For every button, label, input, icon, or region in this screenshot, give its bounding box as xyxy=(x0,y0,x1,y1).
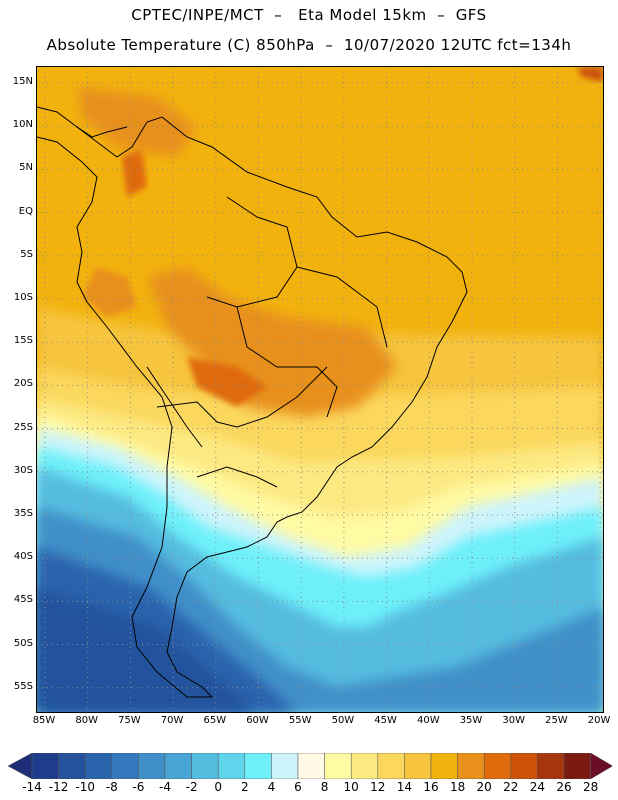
latitude-label: 15S xyxy=(13,335,33,347)
latitude-label: 45S xyxy=(13,594,33,606)
longitude-label: 50W xyxy=(331,715,355,726)
colorbar-tick-label: 18 xyxy=(449,780,466,794)
latitude-label: 15N xyxy=(12,76,33,87)
latitude-label: 5N xyxy=(19,162,33,174)
colorbar-swatch xyxy=(457,753,485,779)
colorbar-swatch xyxy=(563,753,591,779)
chart-title-line-1: CPTEC/INPE/MCT – Eta Model 15km – GFS xyxy=(131,6,487,24)
longitude-label: 60W xyxy=(246,715,269,726)
latitude-label: 30S xyxy=(13,464,33,476)
colorbar-tick-label: -4 xyxy=(159,780,171,794)
colorbar-tick-label: -8 xyxy=(105,780,118,794)
colorbar-swatch xyxy=(164,753,192,779)
colorbar-tick-label: 8 xyxy=(320,780,329,794)
chart-title-line-2: Absolute Temperature (C) 850hPa – 10/07/… xyxy=(46,36,572,54)
longitude-label: 40W xyxy=(416,715,440,726)
latitude-label: 55S xyxy=(13,680,33,692)
longitude-label: 45W xyxy=(374,715,397,726)
colorbar-swatch xyxy=(297,753,325,779)
colorbar-tick-label: -14 xyxy=(22,780,42,794)
colorbar-swatch xyxy=(483,753,512,779)
colorbar-swatch xyxy=(430,753,458,779)
longitude-label: 55W xyxy=(288,715,312,726)
colorbar-swatch xyxy=(377,753,405,779)
colorbar-tick-label: 16 xyxy=(423,780,439,794)
colorbar-underflow-triangle xyxy=(8,753,33,779)
colorbar-tick-label: 20 xyxy=(476,780,492,794)
colorbar-tick-label: 26 xyxy=(556,780,572,794)
latitude-label: 25S xyxy=(13,421,33,433)
colorbar-tick-label: 10 xyxy=(343,780,359,794)
colorbar-swatch xyxy=(324,753,352,779)
colorbar-tick-label: 22 xyxy=(503,780,519,794)
longitude-label: 75W xyxy=(118,715,141,726)
latitude-label: 35S xyxy=(13,508,33,519)
longitude-label: 65W xyxy=(203,715,227,726)
colorbar-tick-label: 12 xyxy=(370,780,386,794)
colorbar-swatch xyxy=(404,753,432,779)
longitude-label: 30W xyxy=(502,715,525,726)
colorbar-tick-label: 28 xyxy=(582,780,599,794)
colorbar-swatch xyxy=(84,753,113,779)
longitude-label: 35W xyxy=(459,715,483,726)
colorbar-swatch xyxy=(537,753,565,779)
colorbar-tick-label: 4 xyxy=(267,780,276,794)
colorbar-tick-label: 2 xyxy=(240,780,249,794)
latitude-label: 50S xyxy=(13,637,33,649)
colorbar-tick-label: -12 xyxy=(48,780,69,794)
temperature-field xyxy=(37,67,603,712)
color-scale-bar xyxy=(8,753,612,779)
colorbar-tick-label: 14 xyxy=(396,780,413,794)
colorbar-tick-label: -6 xyxy=(132,780,145,794)
latitude-label: 10S xyxy=(13,292,33,303)
latitude-label: 20S xyxy=(13,378,33,390)
colorbar-tick-label: 0 xyxy=(214,780,222,794)
coastline-outline xyxy=(37,106,468,698)
colorbar-swatch xyxy=(111,753,139,779)
temperature-map xyxy=(36,66,604,713)
colorbar-tick-label: -2 xyxy=(185,780,198,794)
colorbar-swatch xyxy=(138,753,166,779)
colorbar-swatch xyxy=(58,753,86,779)
colorbar-tick-label: 24 xyxy=(529,780,546,794)
colorbar-swatch xyxy=(350,753,379,779)
latitude-label: 40S xyxy=(13,551,33,563)
colorbar-swatch xyxy=(191,753,219,779)
colorbar-overflow-triangle xyxy=(590,753,612,779)
colorbar-swatch xyxy=(271,753,299,779)
colorbar-tick-label: -10 xyxy=(75,780,95,794)
colorbar-tick-label: 6 xyxy=(294,780,302,794)
map-canvas xyxy=(37,67,603,712)
colorbar-swatch xyxy=(244,753,272,779)
latitude-label: 5S xyxy=(20,248,33,260)
latitude-label: EQ xyxy=(18,205,33,217)
colorbar-swatch xyxy=(31,753,59,779)
longitude-label: 70W xyxy=(160,715,184,726)
longitude-label: 20W xyxy=(587,715,611,726)
longitude-label: 85W xyxy=(32,715,56,726)
latitude-label: 10N xyxy=(12,119,33,131)
colorbar-swatch xyxy=(217,753,246,779)
longitude-label: 80W xyxy=(75,715,98,726)
longitude-label: 25W xyxy=(545,715,568,726)
colorbar-swatch xyxy=(510,753,538,779)
